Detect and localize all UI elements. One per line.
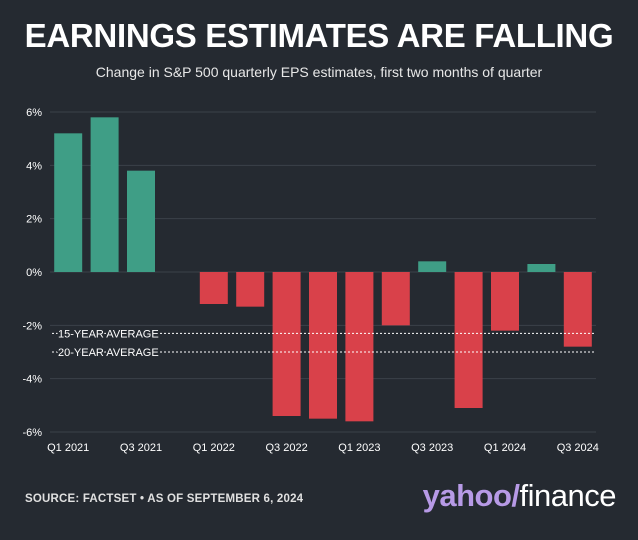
source-note: SOURCE: FACTSET • AS OF SEPTEMBER 6, 202… bbox=[25, 493, 304, 505]
logo-finance: finance bbox=[519, 478, 617, 513]
logo-slash: / bbox=[511, 478, 520, 513]
y-tick-label: -4% bbox=[22, 374, 42, 386]
bar-chart: 6% 4% 2% 0% -2% -4% -6% Q1 2021 Q3 2021 Q1 2022 Q3… bbox=[22, 107, 599, 454]
y-tick-label: -6% bbox=[22, 427, 42, 439]
reference-label: 15-YEAR AVERAGE bbox=[58, 328, 159, 340]
y-tick-label: -2% bbox=[22, 320, 42, 332]
chart-title: EARNINGS ESTIMATES ARE FALLING bbox=[24, 17, 614, 54]
reference-label: 20-YEAR AVERAGE bbox=[58, 347, 159, 359]
x-tick-label: Q3 2023 bbox=[411, 442, 453, 454]
y-tick-label: 0% bbox=[26, 267, 42, 279]
bar bbox=[527, 264, 556, 272]
x-tick-label: Q1 2024 bbox=[484, 442, 526, 454]
x-tick-label: Q1 2021 bbox=[47, 442, 89, 454]
bar bbox=[199, 272, 228, 304]
y-tick-label: 2% bbox=[26, 214, 42, 226]
bar bbox=[309, 272, 337, 419]
yahoo-finance-logo: yahoo/finance bbox=[422, 478, 617, 514]
bar bbox=[127, 170, 155, 272]
x-tick-label: Q1 2022 bbox=[193, 442, 235, 454]
bar bbox=[272, 272, 301, 416]
bar bbox=[236, 272, 265, 307]
bar bbox=[90, 117, 119, 272]
bar bbox=[491, 272, 519, 331]
x-tick-label: Q3 2022 bbox=[265, 442, 307, 454]
y-tick-label: 4% bbox=[26, 160, 42, 172]
x-tick-label: Q3 2024 bbox=[557, 442, 599, 454]
logo-yahoo: yahoo bbox=[422, 478, 512, 513]
y-tick-label: 6% bbox=[26, 107, 42, 119]
bar bbox=[345, 272, 374, 422]
bar bbox=[563, 272, 592, 347]
bar bbox=[381, 272, 410, 326]
bar bbox=[54, 133, 83, 272]
chart-subtitle: Change in S&P 500 quarterly EPS estimate… bbox=[95, 64, 543, 80]
x-tick-label: Q1 2023 bbox=[338, 442, 380, 454]
x-tick-label: Q3 2021 bbox=[120, 442, 162, 454]
bar bbox=[418, 261, 447, 272]
bar bbox=[454, 272, 483, 408]
